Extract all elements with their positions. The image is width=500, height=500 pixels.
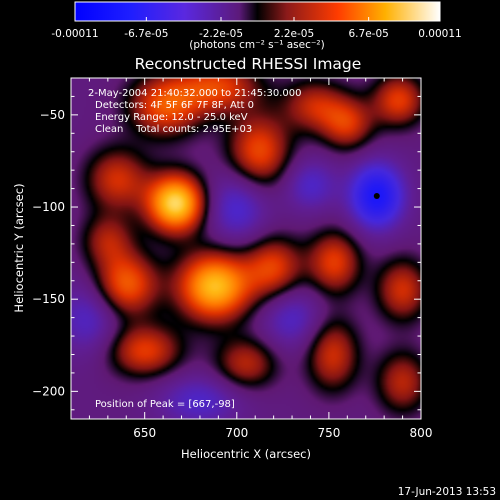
- plot-frame: [70, 77, 422, 420]
- axis-ticks: 650 700 750 800 −50 −100 −150 −200: [32, 78, 432, 440]
- annotation-time: 2-May-2004 21:40:32.000 to 21:45:30.000: [88, 88, 301, 99]
- colorbar: -0.00011 -6.7e-05 -2.2e-05 2.2e-05 6.7e-05 0.…: [51, 1, 462, 51]
- colorbar-tick-label: 0.00011: [418, 28, 461, 40]
- peak-position-label: Position of Peak = [667,-98]: [95, 399, 235, 410]
- x-tick-label: 650: [133, 426, 156, 440]
- colorbar-tick-label: 6.7e-05: [349, 28, 389, 40]
- colorbar-tick-label: 2.2e-05: [274, 28, 314, 40]
- colorbar-tick-label: -6.7e-05: [124, 28, 168, 40]
- y-tick-label: −100: [32, 200, 65, 214]
- annotations: 2-May-2004 21:40:32.000 to 21:45:30.000 …: [88, 88, 301, 410]
- x-tick-label: 800: [410, 426, 433, 440]
- y-tick-label: −50: [40, 108, 65, 122]
- min-marker: [373, 192, 380, 199]
- footer-timestamp: 17-Jun-2013 13:53: [398, 486, 496, 498]
- colorbar-unit-label: (photons cm⁻² s⁻¹ asec⁻²): [189, 39, 324, 51]
- colorbar-tick-label: -0.00011: [51, 28, 98, 40]
- colorbar-ticks: -0.00011 -6.7e-05 -2.2e-05 2.2e-05 6.7e-05 0.…: [51, 17, 462, 40]
- annotation-clean: Clean Total counts: 2.95E+03: [95, 124, 252, 135]
- y-tick-label: −200: [32, 384, 65, 398]
- x-tick-label: 700: [225, 426, 248, 440]
- heatmap-image: [71, 78, 421, 419]
- colorbar-tick-label: -2.2e-05: [199, 28, 243, 40]
- annotation-detectors: Detectors: 4F 5F 6F 7F 8F, Att 0: [95, 100, 254, 111]
- x-axis-label: Heliocentric X (arcsec): [181, 447, 311, 461]
- chart-title: Reconstructed RHESSI Image: [135, 55, 362, 73]
- y-axis-label: Heliocentric Y (arcsec): [12, 183, 26, 312]
- y-tick-label: −150: [32, 292, 65, 306]
- x-tick-label: 750: [317, 426, 340, 440]
- annotation-energy: Energy Range: 12.0 - 25.0 keV: [95, 112, 248, 123]
- plot-area: 650 700 750 800 −50 −100 −150 −200: [32, 77, 432, 440]
- colorbar-gradient: [74, 1, 441, 22]
